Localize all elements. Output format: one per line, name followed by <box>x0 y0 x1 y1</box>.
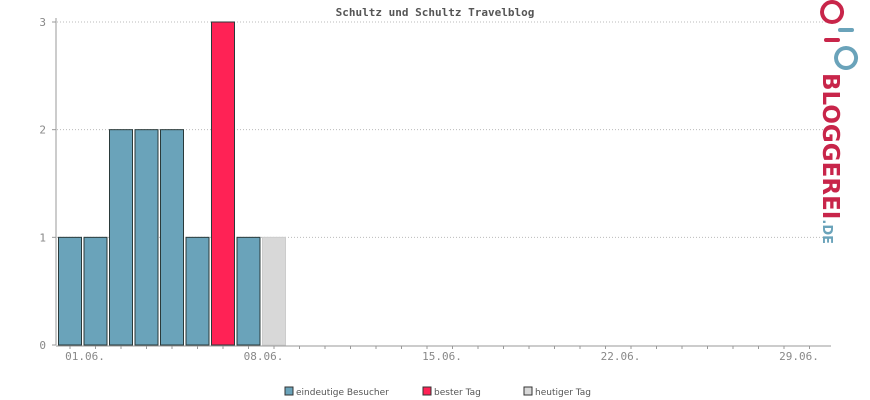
bar-unique <box>236 236 261 346</box>
logo-icon <box>820 0 859 70</box>
legend-swatch-today <box>523 386 533 396</box>
legend: eindeutige Besucher bester Tag heutiger Ta… <box>284 386 591 398</box>
bar-unique <box>160 129 184 346</box>
x-tick-label: 22.06. <box>601 350 641 363</box>
y-tick-label: 0 <box>39 339 46 352</box>
bar-unique <box>83 236 108 346</box>
y-tick-label: 3 <box>39 16 46 29</box>
x-tick-label: 15.06. <box>422 350 462 363</box>
x-tick-label: 29.06. <box>779 350 819 363</box>
x-tick-labels: 01.06. 08.06. 15.06. 22.06. 29.06. <box>65 346 819 363</box>
y-tick-label: 2 <box>39 124 46 137</box>
bars <box>58 21 286 346</box>
svg-text:BLOGGEREI.DE: BLOGGEREI.DE <box>817 73 843 244</box>
bloggerei-logo: BLOGGEREI.DE <box>817 0 859 244</box>
axes <box>55 18 831 347</box>
legend-label-unique: eindeutige Besucher <box>296 388 389 398</box>
bar-unique <box>185 236 210 346</box>
y-tick-labels: 0 1 2 3 <box>39 16 56 352</box>
y-tick-label: 1 <box>39 231 46 244</box>
bar-unique <box>58 236 82 346</box>
logo-text-suffix: .DE <box>819 219 834 244</box>
x-tick-label: 08.06. <box>244 350 284 363</box>
bar-today <box>262 236 286 346</box>
bar-unique <box>134 129 159 346</box>
bar-unique <box>109 129 133 346</box>
legend-label-best: bester Tag <box>434 388 481 398</box>
logo-text-main: BLOGGEREI <box>817 73 843 219</box>
chart-title: Schultz und Schultz Travelblog <box>336 6 535 19</box>
legend-label-today: heutiger Tag <box>535 388 591 398</box>
legend-swatch-best <box>422 386 432 396</box>
legend-swatch-unique <box>284 386 294 396</box>
bar-best <box>211 21 235 346</box>
x-tick-label: 01.06. <box>65 350 105 363</box>
